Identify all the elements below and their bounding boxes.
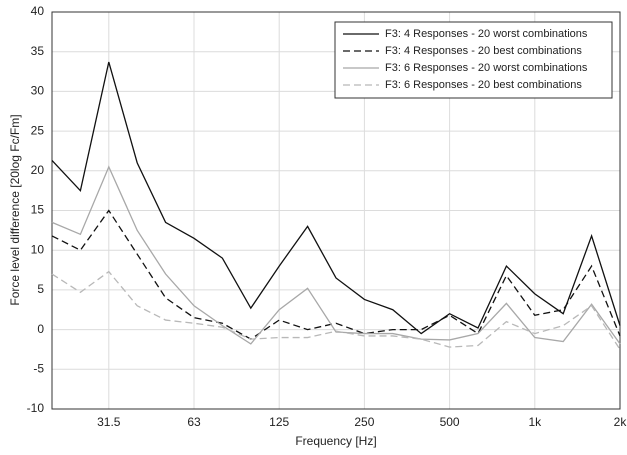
legend-label: F3: 6 Responses - 20 worst combinations xyxy=(385,62,588,74)
x-tick-label: 125 xyxy=(269,415,289,429)
legend-label: F3: 4 Responses - 20 worst combinations xyxy=(385,28,588,40)
y-tick-label: 10 xyxy=(31,242,45,256)
x-tick-label: 250 xyxy=(354,415,374,429)
legend: F3: 4 Responses - 20 worst combinations F… xyxy=(334,21,613,99)
y-tick-label: 40 xyxy=(31,4,45,18)
y-tick-label: -10 xyxy=(27,401,45,415)
y-tick-label: 35 xyxy=(31,44,45,58)
legend-box xyxy=(334,21,613,99)
x-tick-label: 2k xyxy=(614,415,627,429)
legend-label: F3: 6 Responses - 20 best combinations xyxy=(385,79,582,91)
plot-frame xyxy=(51,11,621,410)
x-tick-label: 63 xyxy=(187,415,201,429)
x-tick-label: 31.5 xyxy=(97,415,121,429)
series-line xyxy=(51,209,621,340)
x-tick-label: 1k xyxy=(528,415,542,429)
series-line xyxy=(51,61,621,335)
x-tick-label: 500 xyxy=(440,415,460,429)
y-tick-label: 20 xyxy=(31,163,45,177)
series-line xyxy=(51,165,621,345)
legend-label: F3: 4 Responses - 20 best combinations xyxy=(385,45,582,57)
y-tick-label: 25 xyxy=(31,123,45,137)
y-tick-label: 0 xyxy=(37,322,44,336)
y-tick-label: 15 xyxy=(31,203,45,217)
y-tick-label: -5 xyxy=(33,361,44,375)
series-line xyxy=(51,270,621,350)
y-tick-label: 30 xyxy=(31,84,45,98)
x-axis-title: Frequency [Hz] xyxy=(295,434,376,448)
y-axis-title: Force level difference [20log Fc/Fm] xyxy=(8,114,22,305)
y-tick-label: 5 xyxy=(37,282,44,296)
